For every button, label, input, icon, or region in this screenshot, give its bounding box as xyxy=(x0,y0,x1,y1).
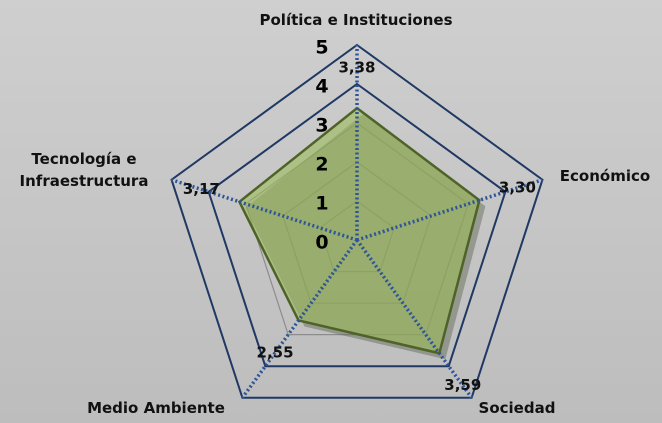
tick-label: 5 xyxy=(315,37,328,59)
category-label: Política e Instituciones xyxy=(259,11,453,29)
tick-label: 3 xyxy=(315,115,328,137)
data-label: 3,38 xyxy=(338,59,375,77)
category-label: Económico xyxy=(559,167,651,185)
axis-spoke xyxy=(240,238,359,399)
grid-ring xyxy=(207,82,507,368)
tick-label: 1 xyxy=(315,193,328,215)
category-label: Tecnología e Infraestructura xyxy=(19,150,149,190)
axis-spoke xyxy=(356,178,543,242)
tick-label: 2 xyxy=(315,154,328,176)
data-label: 3,17 xyxy=(183,180,220,198)
radar-area xyxy=(237,106,481,355)
data-label: 3,59 xyxy=(444,376,481,394)
data-label: 3,30 xyxy=(499,178,536,196)
grid-ring xyxy=(170,43,544,399)
axis-spoke xyxy=(171,178,358,242)
category-label: Sociedad xyxy=(478,399,556,417)
axis-spoke xyxy=(355,238,474,399)
data-label: 2,55 xyxy=(257,343,294,361)
tick-label: 4 xyxy=(315,76,328,98)
tick-label: 0 xyxy=(315,232,328,254)
category-label: Medio Ambiente xyxy=(87,399,225,417)
